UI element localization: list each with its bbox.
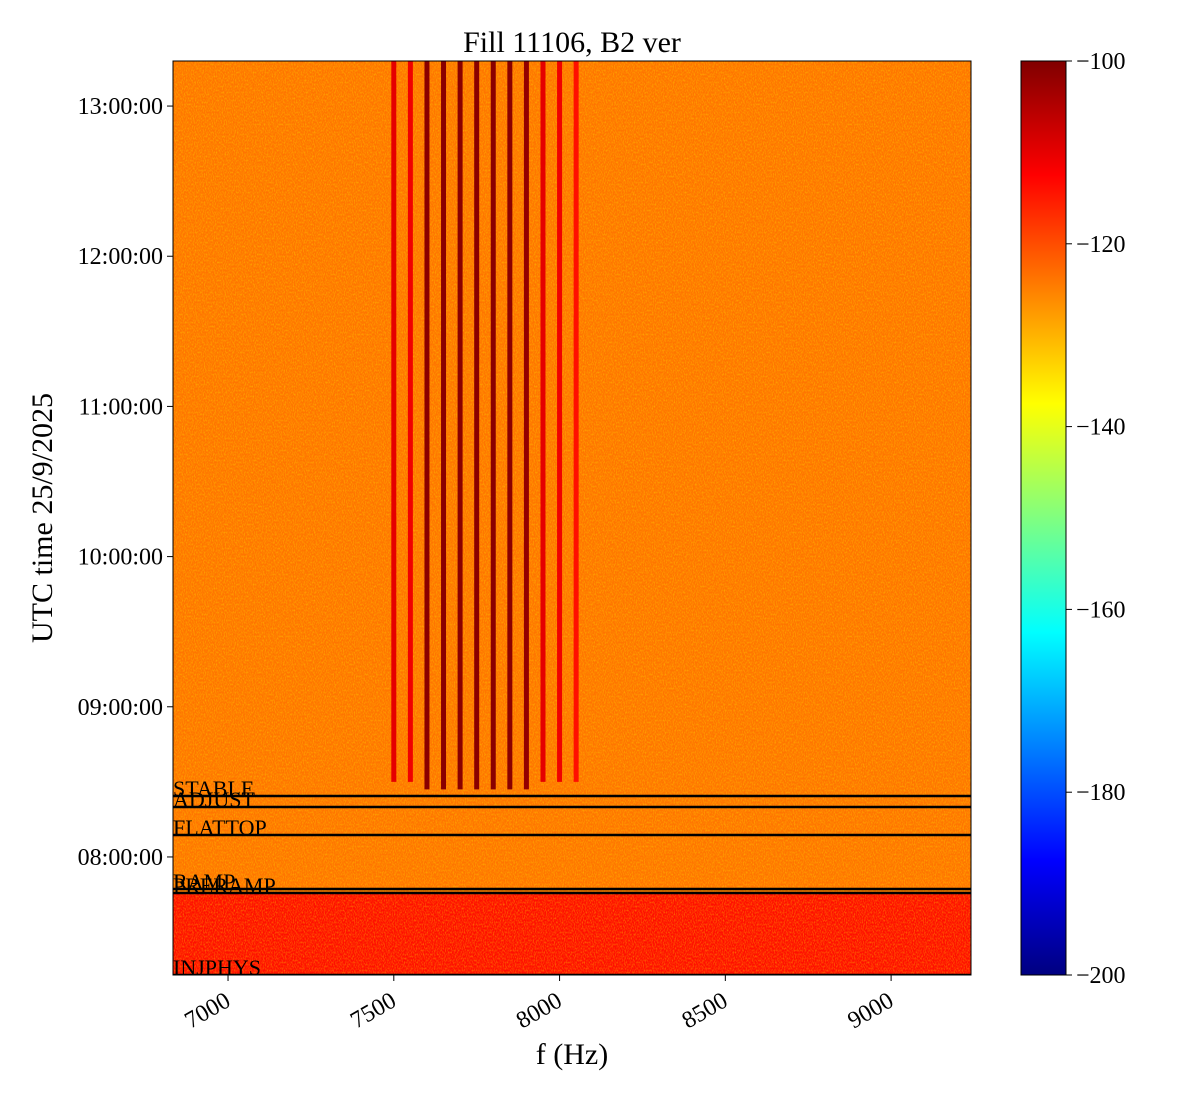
- colorbar-tick-label: −180: [1076, 780, 1126, 806]
- spectral-line: [573, 61, 579, 782]
- x-tick-label: 8000: [512, 988, 567, 1035]
- chart-title: Fill 11106, B2 ver: [463, 26, 681, 59]
- colorbar-tick-label: −140: [1076, 415, 1126, 441]
- spectral-line: [424, 61, 430, 790]
- spectral-line: [490, 61, 496, 790]
- spectral-line: [557, 61, 563, 782]
- x-tick-label: 9000: [844, 988, 899, 1035]
- mode-label: ADJUST: [173, 787, 255, 812]
- x-tick-label: 7000: [180, 988, 235, 1035]
- colorbar-tick-label: −160: [1076, 597, 1126, 623]
- x-tick-label: 8500: [678, 988, 733, 1035]
- colorbar: [1020, 60, 1067, 976]
- noise-texture: [173, 61, 971, 975]
- x-axis-label: f (Hz): [536, 1038, 608, 1071]
- spectral-line: [457, 61, 463, 790]
- plot-area: [173, 61, 971, 975]
- spectral-line: [391, 61, 397, 782]
- mode-label: PRERAMP: [173, 873, 276, 898]
- plot-frame: [172, 60, 972, 976]
- spectral-line: [540, 61, 546, 782]
- y-tick-label: 12:00:00: [78, 244, 163, 270]
- mode-label: FLATTOP: [173, 815, 267, 840]
- y-axis-label: UTC time 25/9/2025: [26, 393, 59, 643]
- spectral-line: [441, 61, 447, 790]
- spectral-line: [523, 61, 529, 790]
- y-tick-label: 11:00:00: [79, 394, 163, 420]
- y-tick-label: 13:00:00: [78, 94, 163, 120]
- mode-label: INJPHYS: [173, 955, 261, 980]
- y-tick-label: 09:00:00: [78, 695, 163, 721]
- colorbar-tick-label: −120: [1076, 232, 1126, 258]
- x-tick-label: 7500: [346, 988, 401, 1035]
- colorbar-tick-label: −200: [1076, 963, 1126, 989]
- mode-label: RAMP: [173, 869, 235, 894]
- spectral-line: [407, 61, 413, 782]
- y-tick-label: 10:00:00: [78, 545, 163, 571]
- spectral-line: [474, 61, 480, 790]
- y-tick-label: 08:00:00: [78, 845, 163, 871]
- colorbar-tick-label: −100: [1076, 49, 1126, 75]
- mode-label: STABLE: [173, 776, 254, 801]
- spectral-line: [507, 61, 513, 790]
